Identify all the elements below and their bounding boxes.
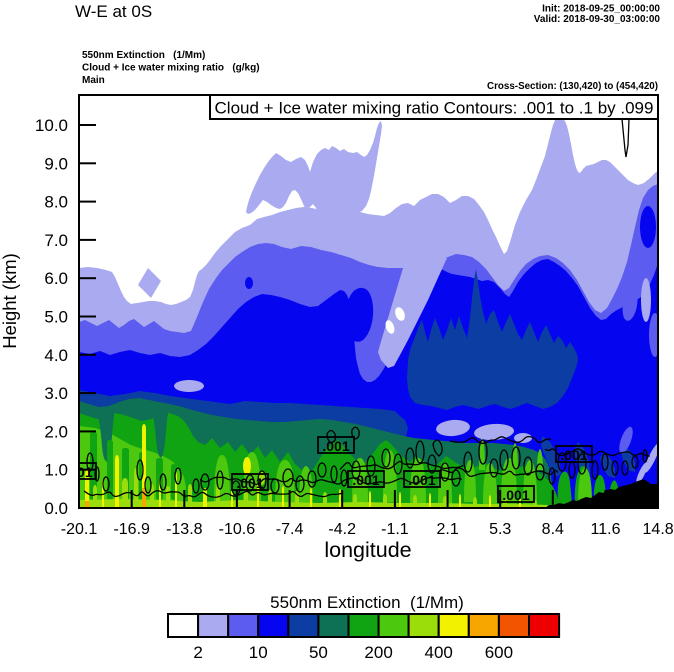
svg-text:6.0: 6.0 [44, 269, 68, 288]
svg-text:Cloud + Ice water mixing ratio: Cloud + Ice water mixing ratio Contours:… [215, 99, 654, 118]
svg-text:2: 2 [193, 643, 202, 662]
svg-text:.001: .001 [408, 472, 435, 488]
svg-text:.001: .001 [502, 487, 529, 503]
svg-text:Init: 2018-09-25_00:00:00: Init: 2018-09-25_00:00:00 [542, 4, 660, 15]
svg-text:200: 200 [364, 643, 392, 662]
svg-text:Height (km): Height (km) [0, 253, 20, 349]
svg-text:50: 50 [309, 643, 328, 662]
svg-text:-4.2: -4.2 [328, 521, 356, 538]
svg-text:400: 400 [425, 643, 453, 662]
svg-text:-7.4: -7.4 [276, 521, 304, 538]
svg-text:7.0: 7.0 [44, 231, 68, 250]
svg-text:5.0: 5.0 [44, 308, 68, 327]
svg-text:1.0: 1.0 [44, 461, 68, 480]
svg-text:-16.9: -16.9 [113, 521, 150, 538]
svg-text:10: 10 [249, 643, 268, 662]
svg-text:Valid: 2018-09-30_03:00:00: Valid: 2018-09-30_03:00:00 [534, 14, 661, 25]
svg-text:600: 600 [485, 643, 513, 662]
svg-text:longitude: longitude [324, 538, 411, 562]
svg-text:8.0: 8.0 [44, 193, 68, 212]
svg-text:-20.1: -20.1 [61, 521, 98, 538]
svg-text:.001: .001 [352, 472, 379, 488]
svg-text:11.6: 11.6 [591, 521, 621, 538]
svg-text:14.8: 14.8 [643, 521, 674, 538]
svg-text:-13.8: -13.8 [166, 521, 203, 538]
svg-text:.001: .001 [236, 475, 263, 491]
svg-text:Cloud + Ice water mixing ratio: Cloud + Ice water mixing ratio (g/kg) [82, 63, 260, 74]
svg-text:550nm Extinction (1/Mm): 550nm Extinction (1/Mm) [82, 50, 205, 61]
svg-text:W-E at 0S: W-E at 0S [75, 2, 152, 21]
svg-text:10.0: 10.0 [35, 116, 68, 135]
svg-text:550nm Extinction (1/Mm): 550nm Extinction (1/Mm) [270, 593, 464, 612]
svg-text:8.4: 8.4 [542, 521, 564, 538]
svg-text:.001: .001 [65, 464, 92, 480]
svg-text:Cross-Section: (130,420) to (4: Cross-Section: (130,420) to (454,420) [487, 81, 658, 92]
svg-text:-1.1: -1.1 [381, 521, 409, 538]
svg-text:5.3: 5.3 [489, 521, 511, 538]
svg-text:4.0: 4.0 [44, 346, 68, 365]
svg-text:-10.6: -10.6 [219, 521, 256, 538]
svg-text:.001: .001 [322, 438, 349, 454]
svg-text:2.0: 2.0 [44, 422, 68, 441]
svg-text:2.1: 2.1 [436, 521, 458, 538]
svg-text:9.0: 9.0 [44, 154, 68, 173]
svg-text:3.0: 3.0 [44, 384, 68, 403]
svg-text:Main: Main [82, 75, 105, 86]
svg-text:.001: .001 [560, 447, 587, 463]
svg-text:0.0: 0.0 [44, 499, 68, 518]
